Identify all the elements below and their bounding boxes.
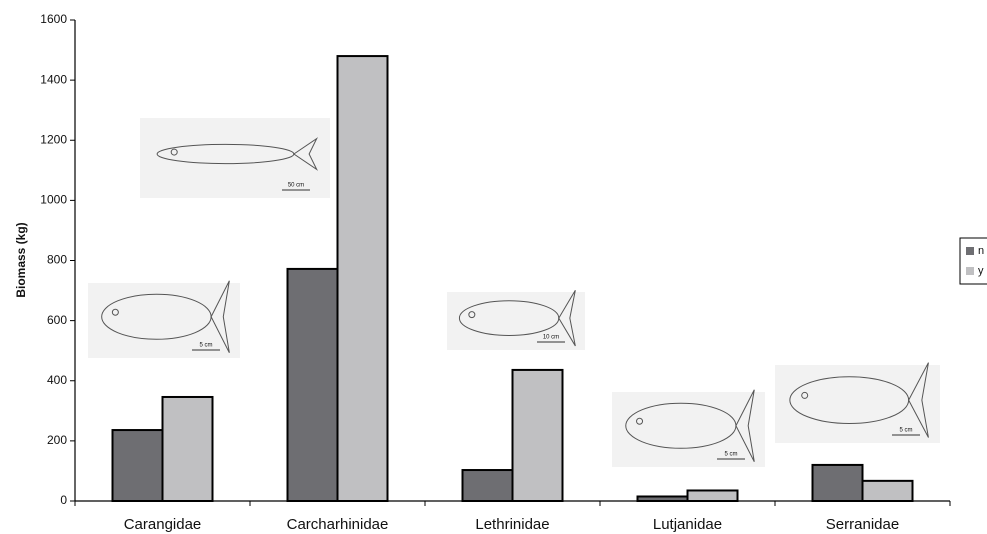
y-tick-label: 0 bbox=[60, 493, 67, 507]
bar bbox=[336, 55, 389, 502]
fish-eye bbox=[170, 148, 178, 156]
x-tick-label: Serranidae bbox=[826, 516, 899, 533]
scale-label: 10 cm bbox=[543, 335, 559, 341]
illustration-bg bbox=[775, 365, 940, 443]
legend-swatch bbox=[966, 267, 974, 275]
bar bbox=[636, 495, 689, 503]
x-tick-label: Carcharhinidae bbox=[287, 516, 389, 533]
y-tick-label: 1000 bbox=[40, 193, 67, 207]
bar bbox=[811, 463, 864, 502]
fish-eye bbox=[111, 308, 119, 316]
bar bbox=[461, 469, 514, 502]
fish-eye bbox=[468, 311, 476, 319]
fish-tail bbox=[210, 280, 230, 353]
fish-tail bbox=[558, 290, 576, 347]
y-tick-label: 1400 bbox=[40, 72, 67, 86]
scale-label: 5 cm bbox=[899, 428, 912, 434]
bar bbox=[161, 395, 214, 503]
legend-label: n bbox=[978, 245, 984, 257]
legend-label: y bbox=[978, 265, 984, 277]
scale-label: 50 cm bbox=[288, 183, 304, 189]
y-tick-label: 200 bbox=[47, 433, 67, 447]
y-axis-label: Biomass (kg) bbox=[14, 222, 28, 297]
x-tick-label: Lutjanidae bbox=[653, 516, 722, 533]
bar bbox=[111, 429, 164, 502]
fish-eye bbox=[636, 417, 644, 425]
legend-swatch bbox=[966, 247, 974, 255]
fish-tail bbox=[908, 362, 929, 438]
bar bbox=[286, 267, 339, 503]
illustration-bg bbox=[447, 292, 585, 350]
illustration-bg bbox=[88, 283, 240, 358]
y-tick-label: 800 bbox=[47, 253, 67, 267]
illustration-bg bbox=[612, 392, 765, 467]
fish-tail bbox=[293, 137, 318, 171]
scale-label: 5 cm bbox=[724, 452, 737, 458]
fish-tail bbox=[735, 389, 755, 462]
y-tick-label: 1200 bbox=[40, 132, 67, 146]
x-tick-label: Carangidae bbox=[124, 516, 202, 533]
fish-eye bbox=[801, 391, 809, 399]
y-tick-label: 400 bbox=[47, 373, 67, 387]
legend-box bbox=[959, 237, 987, 285]
x-tick-label: Lethrinidae bbox=[475, 516, 549, 533]
bar bbox=[511, 368, 564, 502]
y-tick-label: 1600 bbox=[40, 12, 67, 26]
bar bbox=[686, 489, 739, 502]
scale-label: 5 cm bbox=[199, 343, 212, 349]
illustration-bg bbox=[140, 118, 330, 198]
bar bbox=[861, 479, 914, 502]
y-tick-label: 600 bbox=[47, 313, 67, 327]
